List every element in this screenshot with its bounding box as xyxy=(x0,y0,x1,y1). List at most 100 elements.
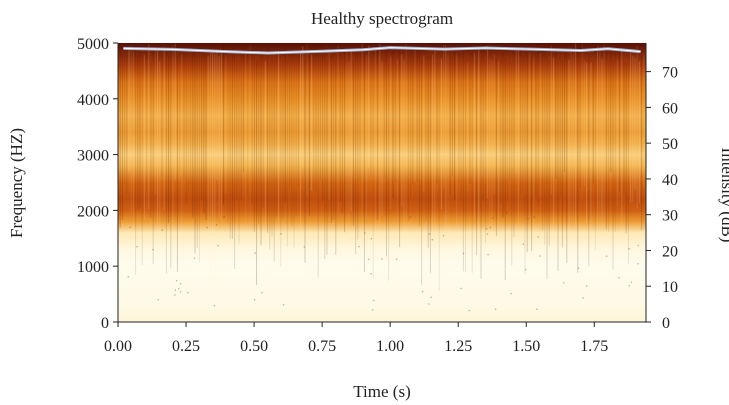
texture-speck xyxy=(605,255,608,257)
x-tick-label: 1.75 xyxy=(580,338,608,355)
texture-speck xyxy=(136,245,138,248)
y-tick-label: 1000 xyxy=(77,259,109,276)
texture-speck xyxy=(485,228,488,230)
texture-speck xyxy=(381,258,383,260)
x-tick-label: 0.00 xyxy=(104,338,132,355)
y2-tick-label: 10 xyxy=(662,279,678,296)
plot-area xyxy=(118,43,646,322)
texture-speck xyxy=(539,255,541,257)
y2-tick-label: 30 xyxy=(662,208,678,225)
texture-speck xyxy=(585,285,588,287)
spectrogram-texture xyxy=(118,43,645,312)
texture-speck xyxy=(206,226,208,229)
texture-speck xyxy=(630,281,633,284)
texture-speck xyxy=(253,299,256,301)
texture-speck xyxy=(582,297,584,299)
texture-speck xyxy=(157,299,159,301)
texture-speck xyxy=(409,216,412,218)
texture-speck xyxy=(536,308,538,311)
texture-speck xyxy=(254,252,256,254)
texture-speck xyxy=(213,304,216,307)
texture-speck xyxy=(462,252,465,255)
texture-speck xyxy=(152,248,154,251)
texture-speck xyxy=(442,234,445,237)
texture-speck xyxy=(430,296,433,299)
y2-axis-ticks: 0 10 20 30 40 50 60 70 xyxy=(646,65,678,332)
y2-axis-label: Intensity (dB) xyxy=(718,148,729,243)
texture-speck xyxy=(371,309,374,311)
texture-speck xyxy=(510,292,512,295)
texture-speck xyxy=(193,257,196,260)
texture-speck xyxy=(372,299,375,302)
texture-speck xyxy=(179,291,182,293)
spectrogram-heatmap xyxy=(118,43,646,322)
texture-speck xyxy=(174,294,176,296)
x-axis-label: Time (s) xyxy=(353,382,410,401)
x-tick-label: 0.50 xyxy=(240,338,268,355)
texture-speck xyxy=(524,268,527,271)
texture-speck xyxy=(370,237,373,240)
texture-speck xyxy=(174,289,177,292)
texture-speck xyxy=(364,232,366,234)
texture-speck xyxy=(395,258,398,261)
texture-speck xyxy=(628,248,630,250)
x-axis-ticks: 0.00 0.25 0.50 0.75 1.00 1.25 1.50 1.75 xyxy=(104,322,608,355)
y2-tick-label: 50 xyxy=(662,136,678,153)
y-tick-label: 3000 xyxy=(77,148,109,165)
texture-speck xyxy=(261,291,263,294)
y2-tick-label: 70 xyxy=(662,65,678,82)
texture-speck xyxy=(487,253,489,256)
texture-speck xyxy=(127,275,130,278)
texture-speck xyxy=(129,226,131,229)
texture-speck xyxy=(303,246,306,248)
x-tick-label: 0.25 xyxy=(172,338,200,355)
texture-speck xyxy=(637,263,639,265)
texture-speck xyxy=(280,233,282,235)
texture-speck xyxy=(522,243,525,245)
x-tick-label: 1.25 xyxy=(444,338,472,355)
y-tick-label: 5000 xyxy=(77,36,109,53)
texture-speck xyxy=(177,287,180,290)
texture-speck xyxy=(421,290,424,293)
y-tick-label: 0 xyxy=(101,315,109,332)
texture-speck xyxy=(428,303,430,305)
texture-speck xyxy=(358,245,360,248)
texture-speck xyxy=(367,258,370,261)
y2-tick-label: 40 xyxy=(662,172,678,189)
texture-speck xyxy=(282,304,285,306)
texture-speck xyxy=(492,217,494,219)
texture-speck xyxy=(562,282,565,284)
texture-speck xyxy=(577,267,580,270)
y-axis-label: Frequency (HZ) xyxy=(7,128,26,238)
y2-tick-label: 60 xyxy=(662,100,678,117)
texture-speck xyxy=(428,233,431,235)
texture-speck xyxy=(486,233,489,235)
texture-speck xyxy=(187,291,189,294)
texture-speck xyxy=(223,215,225,218)
y-axis-ticks: 0 1000 2000 3000 4000 5000 xyxy=(77,36,118,332)
y-tick-label: 4000 xyxy=(77,92,109,109)
intensity-line-highlight xyxy=(123,47,641,54)
texture-speck xyxy=(215,224,218,226)
x-tick-label: 1.00 xyxy=(376,338,404,355)
texture-speck xyxy=(618,276,620,279)
texture-speck xyxy=(489,226,492,229)
y-tick-label: 2000 xyxy=(77,203,109,220)
texture-speck xyxy=(217,244,219,247)
y2-tick-label: 20 xyxy=(662,243,678,260)
x-tick-label: 1.50 xyxy=(512,338,540,355)
texture-speck xyxy=(537,236,539,238)
texture-speck xyxy=(628,285,631,287)
texture-speck xyxy=(431,238,434,241)
texture-speck xyxy=(494,308,497,311)
chart-title: Healthy spectrogram xyxy=(311,9,453,28)
texture-speck xyxy=(533,216,535,218)
texture-speck xyxy=(637,244,640,247)
texture-speck xyxy=(370,272,373,275)
texture-speck xyxy=(468,309,471,312)
texture-speck xyxy=(179,282,182,285)
texture-speck xyxy=(527,217,529,220)
texture-speck xyxy=(161,229,163,231)
y2-tick-label: 0 xyxy=(662,315,670,332)
